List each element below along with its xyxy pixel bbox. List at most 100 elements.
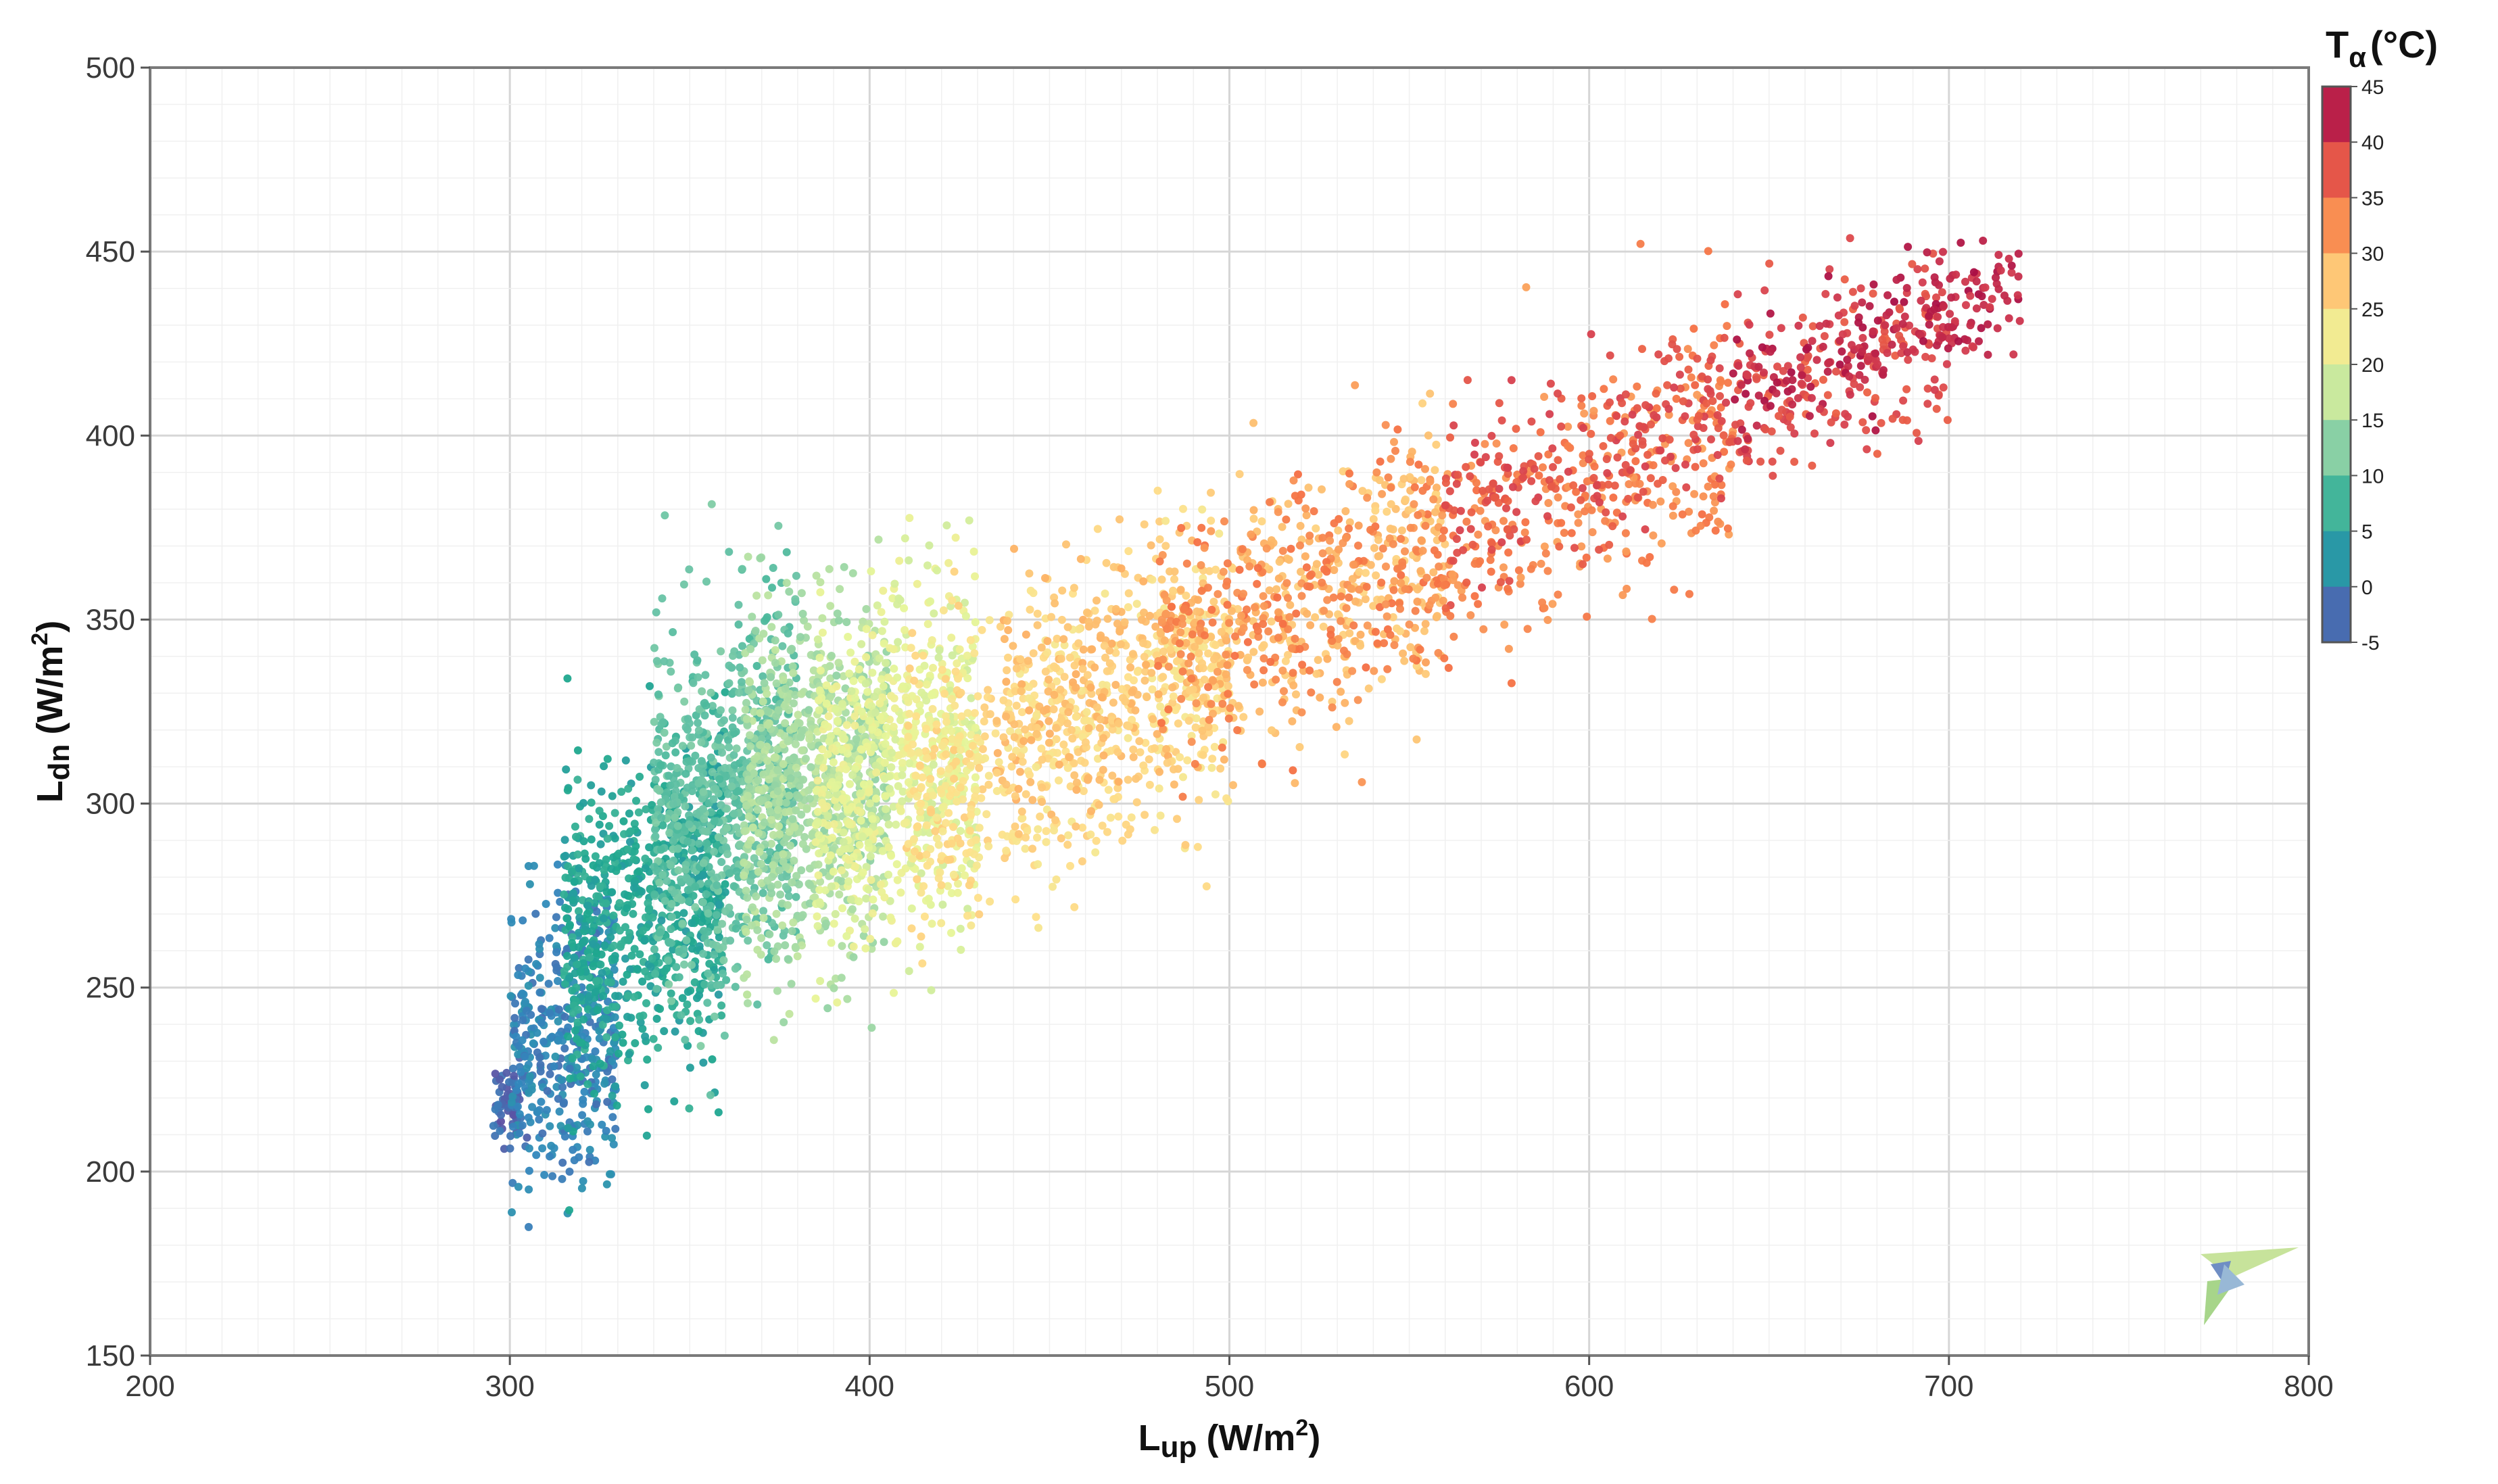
scatter-point: [738, 565, 746, 573]
scatter-point: [1275, 575, 1283, 583]
scatter-point: [844, 633, 852, 641]
scatter-point: [686, 1017, 694, 1025]
scatter-point: [1431, 508, 1439, 517]
scatter-point: [547, 1142, 555, 1150]
scatter-point: [883, 813, 891, 821]
scatter-point: [1312, 670, 1320, 678]
scatter-point: [521, 1053, 529, 1061]
scatter-point: [775, 822, 783, 830]
scatter-point: [543, 1106, 551, 1114]
scatter-point: [1510, 444, 1518, 452]
scatter-point: [825, 565, 834, 573]
scatter-point: [890, 580, 898, 588]
scatter-point: [765, 930, 773, 938]
scatter-point: [561, 836, 569, 844]
scatter-point: [615, 850, 623, 858]
scatter-point: [830, 820, 838, 828]
scatter-point: [1070, 771, 1078, 780]
scatter-point: [744, 553, 752, 561]
scatter-point: [528, 1086, 536, 1094]
scatter-point: [1296, 743, 1304, 751]
scatter-point: [577, 1038, 585, 1047]
scatter-point: [1169, 588, 1177, 596]
scatter-point: [731, 983, 740, 991]
scatter-point: [890, 665, 898, 673]
scatter-point: [957, 925, 965, 933]
scatter-point: [1002, 713, 1010, 721]
scatter-point: [1064, 708, 1072, 716]
scatter-point: [838, 795, 846, 803]
scatter-point: [770, 947, 778, 955]
scatter-point: [774, 806, 782, 814]
scatter-point: [632, 797, 640, 805]
scatter-point: [1013, 702, 1021, 710]
scatter-point: [970, 548, 978, 556]
scatter-point: [1168, 684, 1176, 692]
scatter-point: [993, 769, 1001, 777]
scatter-point: [1147, 669, 1155, 677]
scatter-point: [844, 878, 852, 886]
scatter-point: [508, 1098, 516, 1106]
scatter-point: [1194, 843, 1202, 851]
scatter-point: [1418, 536, 1426, 544]
scatter-point: [745, 784, 753, 792]
scatter-point: [818, 614, 826, 622]
scatter-point: [788, 815, 796, 823]
scatter-point: [790, 723, 798, 731]
scatter-point: [942, 521, 951, 529]
scatter-point: [1208, 764, 1216, 772]
scatter-point: [952, 667, 960, 675]
scatter-point: [1134, 668, 1142, 676]
scatter-point: [1177, 585, 1185, 594]
scatter-point: [684, 988, 692, 996]
scatter-point: [744, 792, 752, 800]
scatter-point: [703, 999, 711, 1007]
scatter-point: [814, 636, 822, 644]
scatter-point: [667, 861, 675, 869]
scatter-point: [921, 662, 929, 670]
scatter-point: [815, 886, 823, 894]
scatter-point: [1045, 739, 1053, 747]
scatter-point: [566, 922, 574, 930]
scatter-point: [1341, 750, 1349, 759]
scatter-point: [821, 720, 829, 728]
scatter-point: [1052, 724, 1060, 732]
scatter-point: [1244, 654, 1252, 662]
scatter-point: [598, 969, 606, 977]
scatter-point: [1179, 505, 1187, 513]
scatter-point: [898, 759, 907, 767]
scatter-point: [664, 957, 672, 965]
scatter-point: [790, 699, 798, 707]
scatter-point: [1284, 500, 1293, 508]
scatter-point: [857, 808, 865, 816]
scatter-point: [1413, 736, 1421, 744]
scatter-point: [580, 837, 588, 845]
scatter-point: [1113, 620, 1122, 628]
scatter-point: [850, 713, 859, 721]
scatter-point: [1032, 913, 1040, 921]
scatter-point: [1097, 631, 1105, 640]
scatter-point: [568, 986, 576, 995]
scatter-point: [985, 772, 993, 780]
scatter-point: [880, 938, 888, 946]
scatter-point: [893, 673, 901, 681]
scatter-point: [546, 934, 554, 942]
scatter-point: [1466, 611, 1474, 619]
scatter-point: [1046, 729, 1054, 738]
scatter-point: [552, 913, 560, 921]
scatter-point: [1117, 640, 1125, 648]
scatter-point: [938, 881, 946, 889]
scatter-point: [972, 836, 980, 844]
scatter-point: [882, 740, 890, 748]
scatter-point: [600, 941, 608, 949]
scatter-point: [619, 1030, 627, 1038]
scatter-point: [1156, 535, 1164, 544]
scatter-point: [1050, 826, 1058, 834]
scatter-point: [571, 1026, 579, 1034]
scatter-point: [672, 780, 680, 788]
scatter-point: [894, 782, 903, 790]
scatter-point: [653, 657, 661, 665]
scatter-point: [952, 758, 960, 766]
scatter-point: [1011, 733, 1019, 741]
scatter-point: [917, 783, 926, 791]
